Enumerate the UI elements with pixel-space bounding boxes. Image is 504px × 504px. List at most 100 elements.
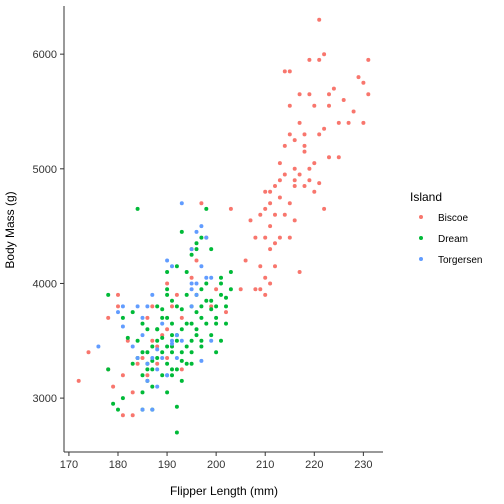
- point-biscoe: [331, 86, 336, 91]
- point-dream: [170, 333, 174, 338]
- point-torgersen: [140, 315, 145, 320]
- x-tick-label: 200: [207, 459, 225, 471]
- point-biscoe: [287, 235, 292, 240]
- point-torgersen: [145, 361, 150, 366]
- point-dream: [145, 367, 150, 372]
- point-biscoe: [351, 109, 356, 114]
- point-torgersen: [189, 287, 194, 292]
- legend-title: Island: [410, 190, 442, 204]
- point-biscoe: [322, 52, 327, 57]
- point-biscoe: [125, 338, 130, 343]
- point-dream: [140, 373, 145, 378]
- y-tick-label: 4000: [33, 278, 57, 290]
- point-dream: [194, 327, 199, 332]
- point-torgersen: [174, 356, 179, 360]
- point-torgersen: [199, 224, 204, 229]
- point-dream: [228, 287, 233, 292]
- y-axis-title: Body Mass (g): [3, 191, 17, 268]
- point-dream: [179, 378, 184, 383]
- point-dream: [184, 344, 189, 349]
- x-tick-label: 220: [305, 459, 323, 471]
- point-dream: [199, 338, 204, 343]
- point-dream: [189, 321, 194, 326]
- point-dream: [160, 350, 165, 355]
- point-torgersen: [204, 275, 209, 280]
- point-dream: [140, 350, 145, 355]
- point-dream: [194, 333, 199, 338]
- point-dream: [184, 321, 189, 326]
- point-biscoe: [165, 356, 170, 360]
- point-biscoe: [277, 178, 282, 183]
- point-dream: [179, 327, 184, 332]
- point-dream: [106, 292, 111, 297]
- point-torgersen: [140, 333, 145, 338]
- point-biscoe: [273, 212, 277, 217]
- point-dream: [179, 307, 184, 312]
- point-dream: [120, 315, 125, 320]
- point-biscoe: [120, 373, 125, 378]
- point-dream: [165, 315, 170, 320]
- point-biscoe: [253, 235, 258, 240]
- point-dream: [145, 327, 150, 332]
- point-dream: [199, 287, 204, 292]
- point-torgersen: [165, 258, 170, 263]
- point-torgersen: [140, 407, 145, 412]
- point-biscoe: [302, 184, 307, 188]
- point-dream: [165, 361, 170, 366]
- point-biscoe: [297, 172, 302, 177]
- point-dream: [150, 344, 155, 349]
- y-tick-label: 6000: [33, 49, 57, 61]
- point-torgersen: [170, 264, 174, 269]
- point-dream: [174, 367, 179, 372]
- point-biscoe: [116, 304, 120, 309]
- point-dream: [174, 404, 179, 409]
- point-biscoe: [86, 350, 91, 355]
- point-dream: [155, 338, 160, 343]
- point-dream: [184, 292, 189, 297]
- point-dream: [135, 206, 140, 211]
- point-biscoe: [263, 292, 268, 297]
- point-dream: [204, 321, 209, 326]
- point-biscoe: [287, 132, 292, 137]
- point-biscoe: [292, 184, 297, 188]
- point-biscoe: [214, 287, 219, 292]
- point-dream: [189, 361, 194, 366]
- point-dream: [219, 338, 223, 343]
- point-biscoe: [292, 218, 297, 223]
- point-torgersen: [199, 358, 204, 363]
- point-biscoe: [145, 373, 150, 378]
- point-dream: [189, 350, 194, 355]
- point-biscoe: [327, 92, 331, 97]
- point-biscoe: [282, 69, 287, 74]
- point-torgersen: [170, 338, 174, 343]
- point-torgersen: [120, 324, 125, 329]
- point-biscoe: [268, 224, 273, 229]
- x-axis-title: Flipper Length (mm): [170, 484, 278, 498]
- point-torgersen: [150, 407, 155, 412]
- point-biscoe: [302, 149, 307, 154]
- point-dream: [219, 292, 223, 297]
- point-biscoe: [317, 132, 322, 137]
- point-dream: [209, 247, 214, 252]
- point-dream: [219, 281, 223, 286]
- point-torgersen: [145, 304, 150, 309]
- point-dream: [130, 361, 135, 366]
- point-torgersen: [150, 356, 155, 360]
- point-biscoe: [312, 189, 317, 194]
- point-biscoe: [317, 17, 322, 22]
- point-torgersen: [179, 338, 184, 343]
- point-dream: [170, 367, 174, 372]
- point-biscoe: [179, 315, 184, 320]
- point-dream: [170, 321, 174, 326]
- point-dream: [150, 367, 155, 372]
- point-biscoe: [287, 69, 292, 74]
- point-torgersen: [120, 304, 125, 309]
- point-torgersen: [155, 384, 160, 389]
- point-biscoe: [120, 413, 125, 418]
- point-dream: [155, 356, 160, 360]
- point-dream: [204, 206, 209, 211]
- point-dream: [170, 350, 174, 355]
- point-biscoe: [189, 275, 194, 280]
- point-dream: [130, 310, 135, 315]
- point-dream: [214, 350, 219, 355]
